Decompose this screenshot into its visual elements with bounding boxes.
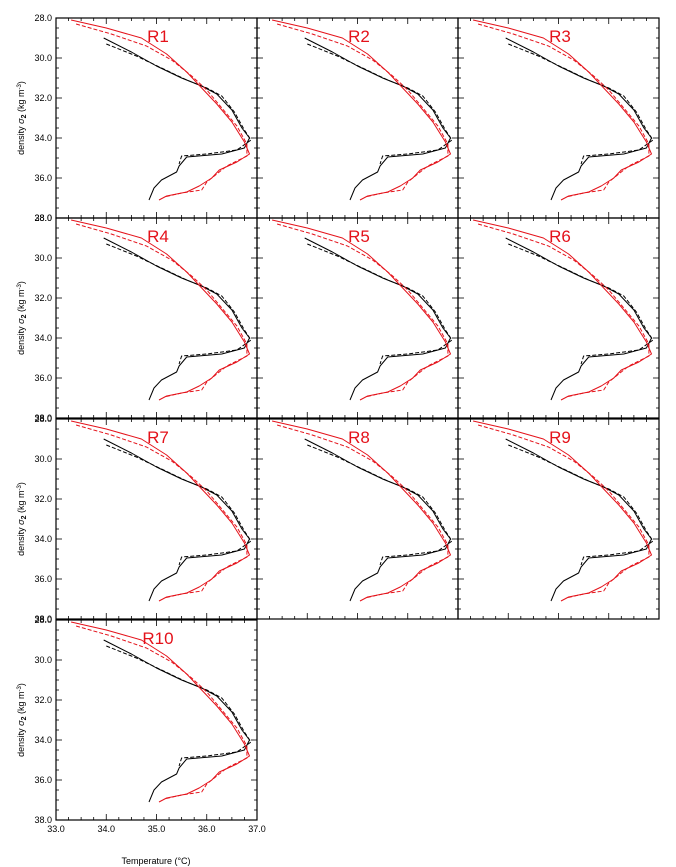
series-line-1 [106, 43, 252, 165]
y-tick-label: 38.0 [34, 413, 52, 423]
y-tick-label: 38.0 [34, 614, 52, 624]
y-axis-title: density σ2 (kg m-3) [16, 281, 28, 355]
series-line-3 [75, 23, 248, 198]
series-line-1 [508, 243, 654, 365]
y-tick-label: 28.0 [34, 615, 52, 625]
series-line-2 [70, 219, 250, 401]
axis-ticks [256, 17, 459, 219]
panel-r10: R10 28.0 30.0 32.0 34.0 36.0 38.0 density σ2 (k… [16, 615, 266, 834]
series-line-2 [472, 219, 652, 401]
x-tick-label: 36.0 [198, 824, 216, 834]
series-line-3 [75, 625, 248, 800]
series-line-1 [307, 243, 453, 365]
y-tick-label: 32.0 [34, 293, 52, 303]
x-tick-label: 37.0 [248, 824, 266, 834]
series-line-2 [472, 420, 652, 602]
y-axis-title: density σ2 (kg m-3) [16, 81, 28, 155]
panel-r2: R2 [256, 17, 459, 219]
y-tick-label: 28.0 [34, 13, 52, 23]
series-line-3 [477, 424, 650, 599]
series-line-2 [271, 19, 451, 201]
series-line-1 [508, 43, 654, 165]
series-line-1 [106, 243, 252, 365]
y-tick-label: 36.0 [34, 173, 52, 183]
y-tick-label: 28.0 [34, 414, 52, 424]
panel-label: R3 [549, 27, 571, 46]
series-line-2 [70, 420, 250, 602]
series-line-3 [276, 424, 449, 599]
series-line-1 [106, 444, 252, 566]
y-axis-title: density σ2 (kg m-3) [16, 482, 28, 556]
series-line-2 [70, 19, 250, 201]
y-tick-label: 36.0 [34, 574, 52, 584]
y-tick-label: 36.0 [34, 775, 52, 785]
y-tick-label: 34.0 [34, 133, 52, 143]
x-tick-label: 34.0 [97, 824, 115, 834]
panel-label: R7 [147, 428, 169, 447]
y-tick-label: 30.0 [34, 454, 52, 464]
axis-ticks [457, 217, 660, 419]
panel-r3: R3 [457, 17, 660, 219]
y-tick-label: 38.0 [34, 213, 52, 223]
panel-label: R6 [549, 227, 571, 246]
x-axis-title: Temperature (°C) [121, 856, 190, 866]
y-tick-label: 34.0 [34, 333, 52, 343]
axis-ticks [256, 418, 459, 620]
panel-r9: R9 [457, 418, 660, 620]
panel-label: R8 [348, 428, 370, 447]
panel-label: R1 [147, 27, 169, 46]
series-line-3 [75, 424, 248, 599]
axis-ticks [457, 418, 660, 620]
y-tick-label: 30.0 [34, 53, 52, 63]
panel-r4: R4 28.0 30.0 32.0 34.0 36.0 38.0 density σ2 (kg… [16, 213, 258, 423]
y-tick-label: 36.0 [34, 373, 52, 383]
y-tick-label: 34.0 [34, 534, 52, 544]
panel-r1: R1 28.0 30.0 32.0 34.0 36.0 38.0 density σ2 (kg… [16, 13, 258, 223]
panel-label: R10 [142, 629, 173, 648]
panel-r6: R6 [457, 217, 660, 419]
panel-label: R2 [348, 27, 370, 46]
y-tick-label: 32.0 [34, 93, 52, 103]
series-line-2 [472, 19, 652, 201]
panel-r5: R5 [256, 217, 459, 419]
panels-grid: R1 28.0 30.0 32.0 34.0 36.0 38.0 density σ2 (kg… [16, 13, 660, 834]
x-tick-label: 35.0 [148, 824, 166, 834]
series-line-1 [307, 444, 453, 566]
series-line-3 [276, 223, 449, 398]
panel-label: R4 [147, 227, 169, 246]
y-axis-title: density σ2 (kg m-3) [16, 683, 28, 757]
y-tick-label: 32.0 [34, 695, 52, 705]
y-tick-label: 30.0 [34, 253, 52, 263]
series-line-1 [307, 43, 453, 165]
series-line-1 [508, 444, 654, 566]
axis-ticks [457, 17, 660, 219]
axis-ticks [55, 619, 258, 821]
axis-ticks [55, 418, 258, 620]
panel-label: R9 [549, 428, 571, 447]
series-line-3 [477, 23, 650, 198]
panel-r7: R7 28.0 30.0 32.0 34.0 36.0 38.0 density σ2 (kg… [16, 414, 258, 624]
series-line-2 [271, 420, 451, 602]
series-line-3 [477, 223, 650, 398]
y-tick-label: 34.0 [34, 735, 52, 745]
axis-ticks [256, 217, 459, 419]
series-line-2 [271, 219, 451, 401]
y-tick-label: 32.0 [34, 494, 52, 504]
series-line-3 [276, 23, 449, 198]
series-line-3 [75, 223, 248, 398]
y-tick-label: 38.0 [34, 815, 52, 825]
series-line-2 [70, 621, 250, 803]
y-tick-label: 30.0 [34, 655, 52, 665]
series-line-1 [106, 645, 252, 767]
y-tick-label: 28.0 [34, 213, 52, 223]
x-tick-label: 33.0 [47, 824, 65, 834]
panel-r8: R8 [256, 418, 459, 620]
panel-label: R5 [348, 227, 370, 246]
